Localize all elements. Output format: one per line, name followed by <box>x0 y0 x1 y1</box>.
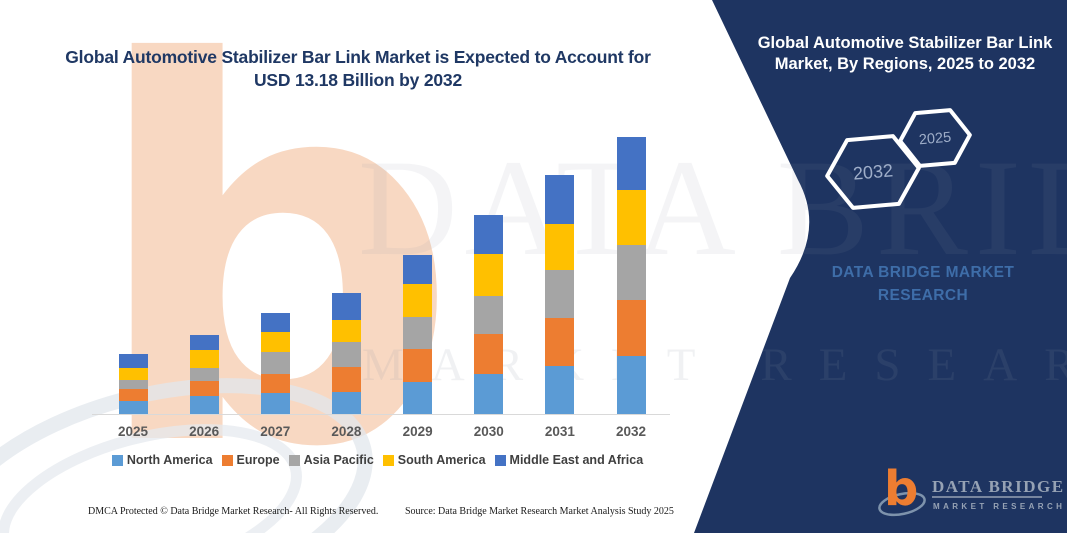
bar-segment-2026-south-america <box>189 349 219 368</box>
legend-label: North America <box>126 453 213 467</box>
bar-segment-2032-europe <box>616 300 646 357</box>
legend-swatch-icon <box>221 454 233 466</box>
bar-segment-2031-middle-east-and-africa <box>545 174 575 224</box>
x-axis-label-2030: 2030 <box>473 424 504 439</box>
legend-label: South America <box>397 453 486 467</box>
x-axis-line <box>92 414 670 415</box>
bar-segment-2031-asia-pacific <box>545 269 575 318</box>
bar-segment-2028-middle-east-and-africa <box>331 292 361 320</box>
bar-segment-2029-asia-pacific <box>403 317 433 350</box>
legend-item-europe: Europe <box>221 453 280 467</box>
bar-segment-2026-north-america <box>189 395 219 414</box>
x-axis-label-2026: 2026 <box>189 424 220 439</box>
legend-item-middle-east-and-africa: Middle East and Africa <box>494 453 644 467</box>
bar-segment-2030-asia-pacific <box>474 296 504 335</box>
bar-segment-2029-europe <box>403 349 433 383</box>
bar-segment-2028-asia-pacific <box>331 341 361 367</box>
legend-item-north-america: North America <box>111 453 213 467</box>
bar-segment-2031-south-america <box>545 223 575 270</box>
bar-segment-2027-north-america <box>260 393 290 414</box>
page-title: Global Automotive Stabilizer Bar Link Ma… <box>58 46 658 92</box>
bar-segment-2032-north-america <box>616 356 646 414</box>
legend-swatch-icon <box>494 454 506 466</box>
bar-segment-2030-north-america <box>474 374 504 414</box>
bar-segment-2032-south-america <box>616 190 646 246</box>
x-axis-label-2032: 2032 <box>616 424 647 439</box>
bar-segment-2027-europe <box>260 374 290 393</box>
legend-item-south-america: South America <box>382 453 486 467</box>
bar-segment-2025-south-america <box>118 368 148 380</box>
x-axis-label-2025: 2025 <box>117 424 149 439</box>
panel-title: Global Automotive Stabilizer Bar Link Ma… <box>752 33 1058 76</box>
bar-segment-2031-north-america <box>545 365 575 414</box>
legend-label: Asia Pacific <box>303 453 374 467</box>
bar-segment-2030-middle-east-and-africa <box>474 215 504 255</box>
bar-segment-2029-north-america <box>403 382 433 414</box>
bar-segment-2029-south-america <box>403 284 433 318</box>
legend-item-asia-pacific: Asia Pacific <box>288 453 374 467</box>
panel-title-line2: Market, By Regions, 2025 to 2032 <box>774 55 1036 74</box>
page-title-line2: USD 13.18 Billion by 2032 <box>253 69 462 90</box>
bar-segment-2027-south-america <box>260 332 290 353</box>
legend-swatch-icon <box>382 454 394 466</box>
bar-segment-2025-asia-pacific <box>118 379 148 389</box>
footer-copyright: DMCA Protected © Data Bridge Market Rese… <box>88 506 379 517</box>
legend-label: Middle East and Africa <box>509 453 644 467</box>
bar-segment-2025-north-america <box>118 400 148 414</box>
legend-swatch-icon <box>288 454 300 466</box>
panel-title-line1: Global Automotive Stabilizer Bar Link <box>757 34 1053 52</box>
bar-segment-2025-europe <box>118 389 148 401</box>
bar-segment-2026-europe <box>189 381 219 396</box>
bar-segment-2028-north-america <box>331 391 361 414</box>
bar-segment-2031-europe <box>545 317 575 366</box>
panel-brand-text: DATA BRIDGE MARKET RESEARCH <box>831 264 1015 305</box>
bar-segment-2030-south-america <box>474 254 504 297</box>
bar-segment-2027-asia-pacific <box>260 352 290 375</box>
x-axis-label-2029: 2029 <box>402 424 433 439</box>
page-title-line1: Global Automotive Stabilizer Bar Link Ma… <box>65 47 651 67</box>
bar-segment-2029-middle-east-and-africa <box>403 255 433 285</box>
bar-segment-2030-europe <box>474 334 504 375</box>
bar-segment-2026-middle-east-and-africa <box>189 335 219 350</box>
x-axis-label-2031: 2031 <box>544 424 575 439</box>
legend-swatch-icon <box>111 454 123 466</box>
x-axis-label-2027: 2027 <box>260 424 291 439</box>
bar-segment-2026-asia-pacific <box>189 368 219 382</box>
legend-label: Europe <box>236 453 280 467</box>
bar-segment-2028-europe <box>331 366 361 392</box>
bar-segment-2028-south-america <box>331 319 361 342</box>
footer-source: Source: Data Bridge Market Research Mark… <box>405 506 674 517</box>
bar-segment-2032-asia-pacific <box>616 245 646 301</box>
bar-segment-2025-middle-east-and-africa <box>118 353 148 368</box>
bar-segment-2027-middle-east-and-africa <box>260 313 290 333</box>
bar-segment-2032-middle-east-and-africa <box>616 137 646 191</box>
chart-legend: North America Europe Asia Pacific South Ame… <box>80 453 675 467</box>
x-axis-label-2028: 2028 <box>331 424 362 439</box>
